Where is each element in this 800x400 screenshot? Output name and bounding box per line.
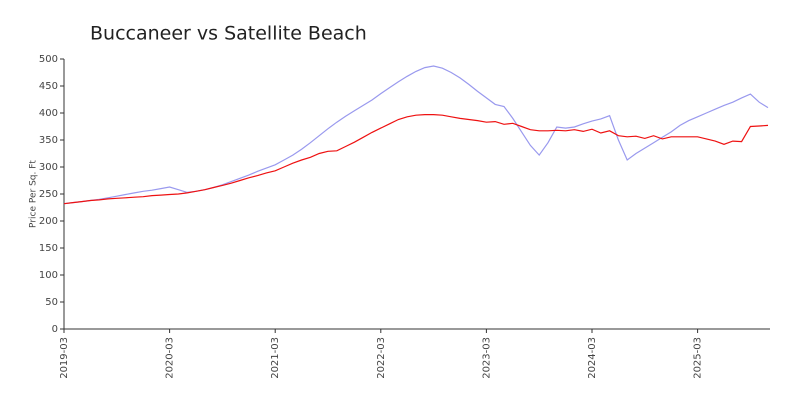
y-tick-label: 300 (39, 162, 58, 173)
y-tick-label: 250 (39, 189, 58, 200)
y-tick-label: 450 (39, 81, 58, 92)
chart-title: Buccaneer vs Satellite Beach (90, 23, 367, 45)
y-tick-label: 500 (39, 54, 58, 65)
x-tick-label: 2023-03 (481, 337, 492, 379)
series-line (63, 65, 769, 205)
y-tick-label: 150 (39, 243, 58, 254)
y-tick-label: 100 (39, 270, 58, 281)
x-tick-label: 2024-03 (587, 337, 598, 379)
y-tick-label: 400 (39, 108, 58, 119)
x-tick-label: 2019-03 (59, 337, 70, 379)
x-tick-label: 2025-03 (693, 337, 704, 379)
y-tick-label: 200 (39, 216, 58, 227)
y-axis-label: Price Per Sq. Ft (29, 160, 39, 228)
x-tick-label: 2020-03 (165, 337, 176, 379)
x-tick-label: 2021-03 (270, 337, 281, 379)
series-line (63, 114, 769, 205)
y-tick-label: 350 (39, 135, 58, 146)
x-tick-label: 2022-03 (376, 337, 387, 379)
y-tick-label: 50 (45, 297, 58, 308)
y-tick-label: 0 (52, 324, 58, 335)
